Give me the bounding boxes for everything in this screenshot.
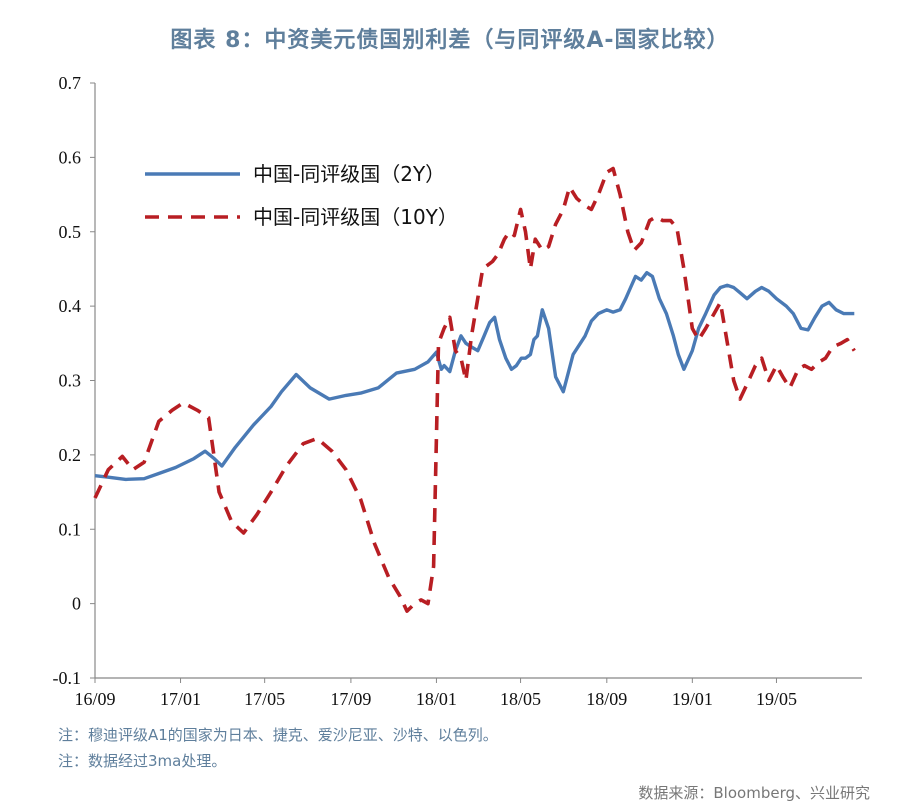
y-tick-label: -0.1: [53, 668, 82, 688]
x-tick-label: 18/05: [500, 689, 541, 709]
y-tick-label: 0.4: [59, 296, 82, 316]
y-tick-label: 0.3: [59, 371, 82, 391]
legend: 中国-同评级国（2Y） 中国-同评级国（10Y）: [145, 162, 458, 229]
series-line-10y: [93, 166, 856, 613]
source-text: 数据来源：Bloomberg、兴业研究: [638, 784, 870, 802]
y-tick-label: 0.7: [59, 73, 82, 93]
y-tick-label: 0.6: [59, 147, 82, 167]
x-tick-label: 16/09: [74, 689, 115, 709]
axes: -0.1 0 0.1 0.2 0.3 0.4 0.5 0.6 0.7 16/09 17/01 17/0…: [53, 73, 862, 709]
legend-label: 中国-同评级国（10Y）: [253, 205, 458, 229]
x-tick-label: 18/01: [416, 689, 457, 709]
y-tick-label: 0: [72, 594, 81, 614]
series-line-2y: [94, 271, 855, 482]
x-tick-label: 19/01: [672, 689, 713, 709]
x-tick-label: 17/09: [330, 689, 371, 709]
x-tick-label: 19/05: [756, 689, 797, 709]
series-lines: [93, 166, 856, 613]
x-tick-label: 17/01: [160, 689, 201, 709]
x-tick-label: 17/05: [244, 689, 285, 709]
footnote-2: 注：数据经过3ma处理。: [58, 752, 227, 770]
chart-title: 图表 8：中资美元债国别利差（与同评级A-国家比较）: [170, 28, 730, 53]
y-tick-label: 0.5: [59, 222, 82, 242]
y-tick-label: 0.1: [59, 519, 82, 539]
legend-label: 中国-同评级国（2Y）: [253, 162, 445, 186]
footnote-1: 注：穆迪评级A1的国家为日本、捷克、爱沙尼亚、沙特、以色列。: [58, 726, 498, 744]
x-tick-label: 18/09: [586, 689, 627, 709]
y-tick-label: 0.2: [59, 445, 82, 465]
